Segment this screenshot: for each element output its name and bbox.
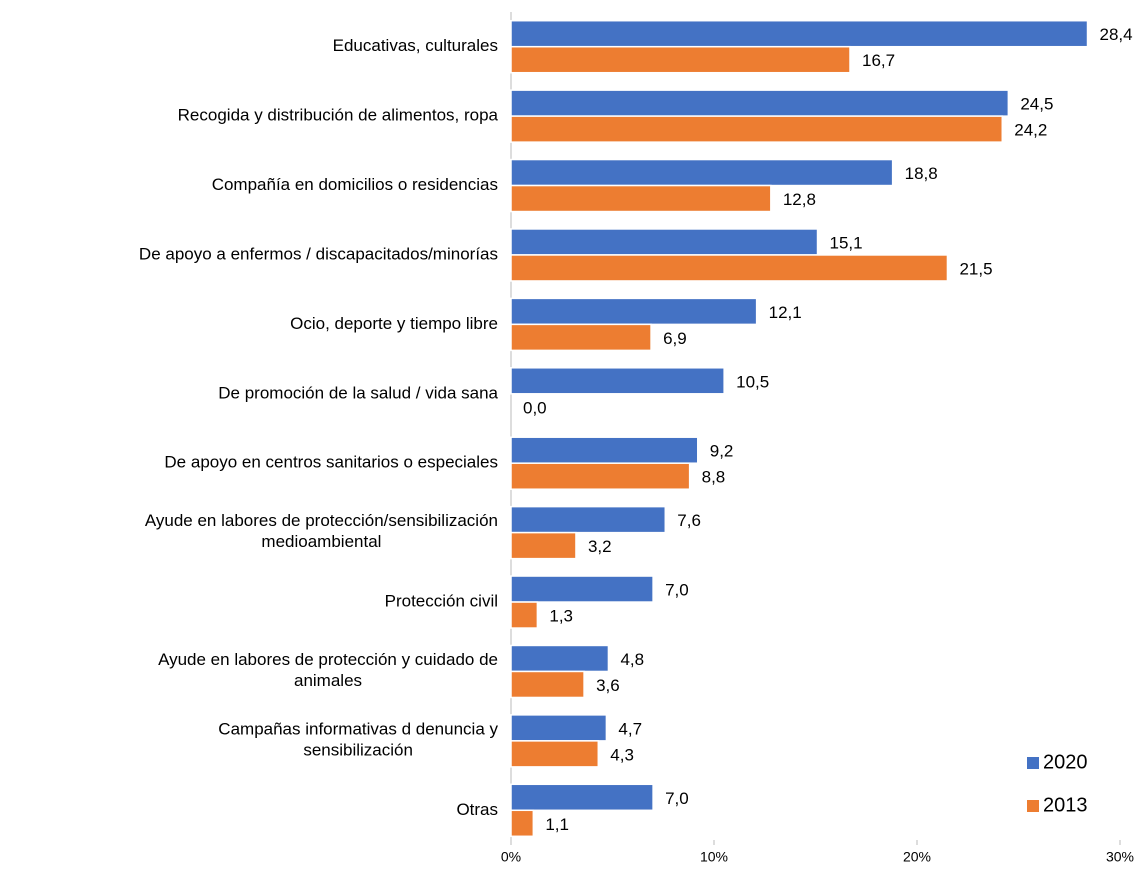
category-label: De apoyo en centros sanitarios o especia… — [164, 453, 498, 472]
bar — [510, 714, 608, 742]
bar — [510, 184, 772, 213]
category-label: Recogida y distribución de alimentos, ro… — [178, 106, 499, 125]
bar — [510, 115, 1004, 143]
category-label: Educativas, culturales — [333, 36, 498, 55]
category-label: Ayude en labores de protección y cuidado… — [158, 650, 498, 690]
value-label: 3,6 — [596, 676, 620, 695]
category-label: Otras — [456, 800, 498, 819]
value-label: 3,2 — [588, 537, 612, 556]
bar — [510, 323, 652, 352]
x-tick-label: 10% — [700, 849, 728, 865]
value-label: 28,4 — [1100, 25, 1133, 44]
value-label: 4,8 — [620, 650, 644, 669]
value-label: 21,5 — [959, 259, 992, 278]
bar — [510, 575, 654, 603]
value-label: 6,9 — [663, 329, 687, 348]
value-label: 7,0 — [665, 581, 689, 600]
bar — [510, 601, 539, 629]
value-label: 7,6 — [677, 511, 701, 530]
value-label: 8,8 — [702, 468, 726, 487]
category-label: Protección civil — [385, 592, 498, 611]
value-label: 16,7 — [862, 51, 895, 70]
bar — [510, 436, 699, 464]
bar — [510, 740, 600, 768]
value-label: 12,8 — [783, 190, 816, 209]
bar — [510, 531, 577, 560]
value-label: 24,2 — [1014, 121, 1047, 140]
value-label: 10,5 — [736, 372, 769, 391]
category-label: Ayude en labores de protección/sensibili… — [145, 512, 498, 552]
value-label: 18,8 — [905, 164, 938, 183]
legend-swatch — [1027, 800, 1039, 812]
value-label: 24,5 — [1020, 95, 1053, 114]
value-label: 0,0 — [523, 398, 547, 417]
x-tick-label: 20% — [903, 849, 931, 865]
legend-label: 2020 — [1043, 751, 1088, 773]
value-label: 9,2 — [710, 442, 734, 461]
value-label: 15,1 — [830, 233, 863, 252]
bar — [510, 644, 610, 673]
bar — [510, 809, 535, 838]
x-tick-label: 30% — [1106, 849, 1134, 865]
value-label: 4,7 — [618, 719, 642, 738]
bar — [510, 297, 758, 326]
category-label: Compañía en domicilios o residencias — [212, 175, 498, 194]
bar — [510, 670, 585, 699]
category-label: Campañas informativas d denuncia y sensib… — [218, 720, 498, 760]
value-label: 7,0 — [665, 789, 689, 808]
category-label: De promoción de la salud / vida sana — [218, 383, 498, 402]
bar — [510, 158, 894, 187]
value-label: 1,1 — [545, 815, 569, 834]
bar — [510, 783, 654, 812]
category-label: De apoyo a enfermos / discapacitados/min… — [139, 244, 498, 263]
bar — [510, 505, 667, 534]
legend-label: 2013 — [1043, 794, 1088, 816]
bar — [510, 462, 691, 490]
bar — [510, 89, 1010, 117]
category-label: Ocio, deporte y tiempo libre — [290, 314, 498, 333]
bar — [510, 254, 949, 282]
value-label: 12,1 — [769, 303, 802, 322]
value-label: 1,3 — [549, 607, 573, 626]
legend-swatch — [1027, 757, 1039, 769]
x-tick-label: 0% — [501, 849, 521, 865]
bar — [510, 367, 725, 395]
value-label: 4,3 — [610, 745, 634, 764]
bar — [510, 19, 1089, 48]
bar — [510, 228, 819, 256]
bar — [510, 45, 851, 74]
